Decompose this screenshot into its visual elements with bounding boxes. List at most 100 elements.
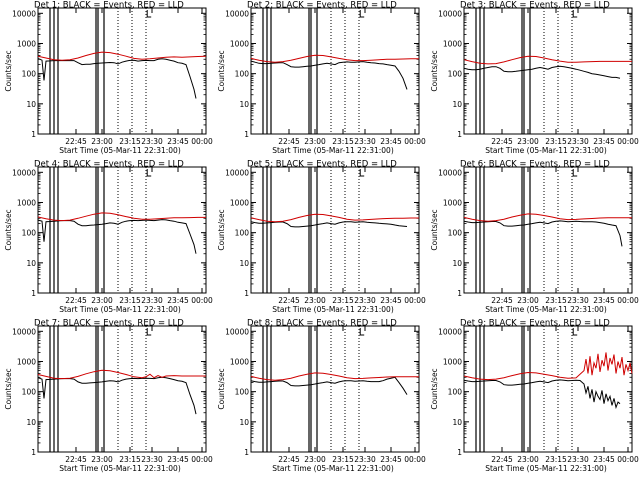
x-tick-label: 23:45 xyxy=(593,137,615,146)
chart-title: Det 1: BLACK = Events, RED = LLD xyxy=(34,1,184,11)
chart-panel-4: Det 4: BLACK = Events, RED = LLD 1 10 100 10… xyxy=(4,160,213,315)
x-tick-label: 23:30 xyxy=(141,296,163,305)
y-tick-label: 10 xyxy=(26,100,36,109)
x-tick-label: 22:45 xyxy=(491,296,513,305)
y-tick-label: 10000 xyxy=(225,327,249,336)
x-tick-label: 23:00 xyxy=(517,296,539,305)
series-lld xyxy=(37,51,207,61)
y-axis-label: Counts/sec xyxy=(430,209,439,250)
chart-panel-7: Det 7: BLACK = Events, RED = LLD 1 10 100 10… xyxy=(4,319,213,474)
x-tick-label: 22:45 xyxy=(491,455,513,464)
x-tick-label: 23:45 xyxy=(380,455,402,464)
series-events xyxy=(37,57,197,99)
series-events xyxy=(463,220,623,247)
x-tick-label: 23:45 xyxy=(380,137,402,146)
y-tick-label: 100 xyxy=(22,70,37,79)
x-tick-label: 23:00 xyxy=(91,296,113,305)
x-tick-label: 23:45 xyxy=(380,296,402,305)
y-tick-label: 10 xyxy=(239,418,249,427)
x-tick-label: 23:15 xyxy=(119,455,141,464)
attenuator-marker xyxy=(359,328,365,336)
x-axis-label: Start Time (05-Mar-11 22:31:00) xyxy=(59,146,181,155)
x-tick-label: 23:00 xyxy=(304,137,326,146)
x-tick-label: 23:00 xyxy=(91,455,113,464)
y-tick-label: 1 xyxy=(457,289,462,298)
x-tick-label: 23:45 xyxy=(593,296,615,305)
x-tick-label: 23:30 xyxy=(567,137,589,146)
y-axis-label: Counts/sec xyxy=(430,50,439,91)
y-tick-label: 1 xyxy=(457,130,462,139)
x-tick-label: 23:00 xyxy=(304,455,326,464)
y-tick-label: 100 xyxy=(22,388,37,397)
series-lld xyxy=(250,213,419,223)
y-tick-label: 10 xyxy=(239,100,249,109)
x-tick-label: 23:30 xyxy=(567,296,589,305)
attenuator-marker xyxy=(359,169,365,177)
x-tick-label: 22:45 xyxy=(278,296,300,305)
y-tick-label: 1000 xyxy=(230,39,249,48)
y-axis-label: Counts/sec xyxy=(430,368,439,409)
series-lld xyxy=(250,54,419,63)
chart-panel-6: Det 6: BLACK = Events, RED = LLD 1 10 100 10… xyxy=(430,160,639,315)
x-tick-label: 22:45 xyxy=(278,455,300,464)
x-axis-label: Start Time (05-Mar-11 22:31:00) xyxy=(59,305,181,314)
x-axis-label: Start Time (05-Mar-11 22:31:00) xyxy=(59,464,181,473)
y-tick-label: 1000 xyxy=(17,198,36,207)
series-events xyxy=(250,60,408,90)
attenuator-marker xyxy=(146,169,152,177)
y-tick-label: 1 xyxy=(31,448,36,457)
chart-panel-5: Det 5: BLACK = Events, RED = LLD 1 10 100 10… xyxy=(217,160,426,315)
series-events xyxy=(250,221,408,228)
y-tick-label: 10000 xyxy=(12,327,36,336)
chart-title: Det 9: BLACK = Events, RED = LLD xyxy=(460,319,610,329)
chart-panel-3: Det 3: BLACK = Events, RED = LLD 1 10 100 10… xyxy=(430,1,639,156)
y-tick-label: 1 xyxy=(31,130,36,139)
x-tick-label: 23:15 xyxy=(332,455,354,464)
chart-title: Det 5: BLACK = Events, RED = LLD xyxy=(247,160,397,170)
plot-frame xyxy=(463,7,633,135)
chart-panel-1: Det 1: BLACK = Events, RED = LLD 1 10 100 10… xyxy=(4,1,213,156)
chart-title: Det 6: BLACK = Events, RED = LLD xyxy=(460,160,610,170)
y-tick-label: 100 xyxy=(448,70,463,79)
x-axis-label: Start Time (05-Mar-11 22:31:00) xyxy=(272,146,394,155)
x-axis-label: Start Time (05-Mar-11 22:31:00) xyxy=(272,305,394,314)
y-tick-label: 1000 xyxy=(230,357,249,366)
series-lld xyxy=(37,212,206,222)
plot-frame xyxy=(250,166,420,294)
x-axis-label: Start Time (05-Mar-11 22:31:00) xyxy=(272,464,394,473)
y-tick-label: 1 xyxy=(244,130,249,139)
plot-frame xyxy=(250,7,420,135)
y-axis-label: Counts/sec xyxy=(217,50,226,91)
x-tick-label: 23:00 xyxy=(517,137,539,146)
x-tick-label: 23:30 xyxy=(141,455,163,464)
series-events xyxy=(37,219,197,254)
attenuator-marker xyxy=(359,10,365,18)
chart-title: Det 4: BLACK = Events, RED = LLD xyxy=(34,160,184,170)
x-tick-label: 23:30 xyxy=(141,137,163,146)
plot-frame xyxy=(37,7,207,135)
x-axis-label: Start Time (05-Mar-11 22:31:00) xyxy=(485,464,607,473)
y-tick-label: 10000 xyxy=(438,9,462,18)
attenuator-marker xyxy=(572,169,578,177)
chart-panel-8: Det 8: BLACK = Events, RED = LLD 1 10 100 10… xyxy=(217,319,426,474)
x-tick-label: 22:45 xyxy=(65,137,87,146)
x-tick-label: 23:45 xyxy=(167,137,189,146)
x-tick-label: 23:15 xyxy=(545,455,567,464)
y-tick-label: 10000 xyxy=(438,327,462,336)
y-tick-label: 1 xyxy=(244,448,249,457)
y-tick-label: 1000 xyxy=(230,198,249,207)
series-events xyxy=(463,65,621,79)
y-tick-label: 10000 xyxy=(12,168,36,177)
chart-title: Det 8: BLACK = Events, RED = LLD xyxy=(247,319,397,329)
x-tick-label: 00:00 xyxy=(191,455,213,464)
x-tick-label: 23:30 xyxy=(354,455,376,464)
x-tick-label: 23:00 xyxy=(304,296,326,305)
y-tick-label: 10000 xyxy=(12,9,36,18)
x-tick-label: 23:00 xyxy=(517,455,539,464)
x-axis-label: Start Time (05-Mar-11 22:31:00) xyxy=(485,146,607,155)
series-lld xyxy=(463,55,632,65)
chart-panel-2: Det 2: BLACK = Events, RED = LLD 1 10 100 10… xyxy=(217,1,426,156)
x-tick-label: 00:00 xyxy=(617,296,639,305)
x-tick-label: 23:15 xyxy=(545,296,567,305)
